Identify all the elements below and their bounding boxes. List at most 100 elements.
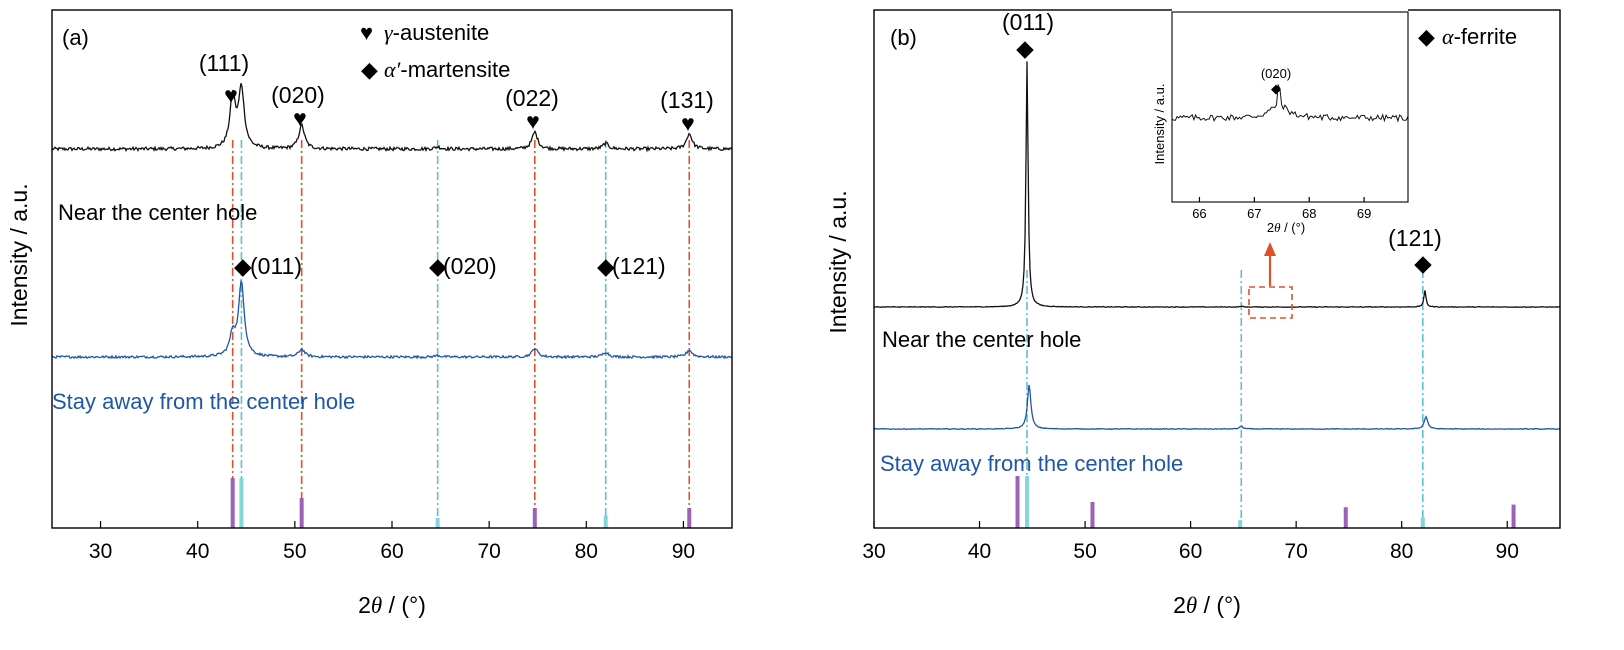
reference-stick-austenite — [299, 498, 304, 528]
legend-martensite-text: -martensite — [400, 57, 510, 82]
diamond-icon: ◆ — [1016, 35, 1034, 61]
diamond-icon: ◆ — [597, 253, 615, 279]
reference-stick-austenite — [1015, 476, 1020, 528]
panel-b-x-axis-label: 2θ / (°) — [1173, 592, 1241, 618]
panel-a-xlabel-theta: θ — [371, 593, 382, 618]
panel-b-ferrite-peak-labels: (011) ◆ (121) ◆ — [1002, 9, 1442, 276]
panel-b-y-axis-label: Intensity / a.u. — [825, 190, 851, 333]
legend-ferrite-text: -ferrite — [1454, 24, 1518, 49]
inset-tick-label-67: 67 — [1247, 206, 1261, 221]
diamond-icon: ◆ — [234, 253, 252, 279]
reference-stick-austenite — [230, 478, 235, 528]
reference-stick-martensite — [435, 518, 440, 528]
panel-b-zoom-indicator — [1248, 242, 1293, 319]
inset-x-ticks: 66 67 68 69 — [1192, 197, 1371, 221]
legend-martensite-entry: α′-martensite — [384, 57, 510, 82]
reference-stick-martensite — [1420, 517, 1425, 528]
peak-label-a-111: (111) — [199, 50, 249, 76]
inset-x-axis-label: 2θ / (°) — [1267, 220, 1305, 235]
peak-label-a-020m: (020) — [443, 253, 497, 279]
reference-stick-austenite — [1511, 504, 1516, 528]
panel-b-legend: ◆ α-ferrite — [1418, 24, 1517, 49]
panel-a-tick-label-80: 80 — [575, 540, 598, 563]
legend-austenite-text: -austenite — [393, 20, 490, 45]
reference-stick-austenite — [532, 508, 537, 528]
panel-b-inset: 66 67 68 69 (020) ◆ 2θ / (°) Intensity / a.… — [1152, 6, 1409, 235]
panel-b-tick-label-80: 80 — [1390, 540, 1413, 563]
peak-label-b-011: (011) — [1002, 9, 1054, 35]
panel-a-reference-sticks — [230, 478, 692, 528]
panel-a-austenite-peak-labels: (111) ♥ (020) ♥ (022) ♥ (131) ♥ — [199, 50, 714, 136]
legend-diamond-icon: ◆ — [361, 57, 378, 82]
legend-diamond-icon: ◆ — [1418, 24, 1435, 49]
reference-stick-martensite — [239, 478, 244, 528]
panel-b-xlabel-prefix: 2 — [1173, 592, 1186, 618]
peak-label-a-121: (121) — [612, 253, 666, 279]
panel-a-label: (a) — [62, 25, 89, 50]
inset-trace — [1171, 83, 1409, 123]
panel-a-tick-label-60: 60 — [380, 540, 403, 563]
panel-b-tick-label-30: 30 — [862, 540, 885, 563]
panel-a-tick-label-70: 70 — [477, 540, 500, 563]
zoom-region-box — [1248, 286, 1293, 319]
inset-tick-label-66: 66 — [1192, 206, 1206, 221]
heart-icon: ♥ — [681, 110, 695, 136]
inset-xlabel-prefix: 2 — [1267, 220, 1274, 235]
diamond-icon: ◆ — [429, 253, 447, 279]
legend-heart-icon: ♥ — [360, 20, 373, 45]
panel-a-y-axis-label: Intensity / a.u. — [6, 183, 32, 326]
inset-peak-label: (020) — [1261, 66, 1291, 81]
panel-a-legend: ♥ γ-austenite ◆ α′-martensite — [360, 20, 510, 82]
legend-martensite-symbol: α′ — [384, 57, 402, 82]
panel-a-x-axis-label: 2θ / (°) — [358, 592, 426, 618]
panel-b-label: (b) — [890, 25, 917, 50]
inset-plot-frame — [1171, 11, 1409, 203]
heart-icon: ♥ — [224, 82, 238, 108]
reference-stick-martensite — [1025, 476, 1030, 528]
peak-label-a-020: (020) — [271, 82, 325, 108]
inset-background — [1172, 6, 1408, 202]
heart-icon: ♥ — [526, 108, 540, 134]
legend-austenite-symbol: γ — [384, 20, 394, 45]
reference-stick-austenite — [687, 508, 692, 528]
panel-b-trace-near-hole — [873, 61, 1561, 309]
panel-a-x-ticks: 30 40 50 60 70 80 90 — [89, 521, 695, 563]
panel-b-guide-lines — [1026, 270, 1424, 524]
reference-stick-martensite — [1238, 520, 1243, 528]
panel-a-series-near-label: Near the center hole — [58, 200, 257, 225]
panel-a-tick-label-30: 30 — [89, 540, 112, 563]
inset-tick-label-68: 68 — [1302, 206, 1316, 221]
diamond-icon: ◆ — [1271, 81, 1281, 96]
legend-ferrite-entry: α-ferrite — [1442, 24, 1517, 49]
legend-ferrite-symbol: α — [1442, 24, 1454, 49]
panel-b-xlabel-theta: θ — [1186, 593, 1197, 618]
panel-a-guide-lines — [231, 140, 691, 524]
panel-b-tick-label-40: 40 — [968, 540, 991, 563]
legend-austenite-entry: γ-austenite — [384, 20, 489, 45]
inset-y-axis-label: Intensity / a.u. — [1152, 84, 1167, 165]
panel-a-xlabel-suffix: / (°) — [382, 592, 426, 618]
panel-a-series-away-label: Stay away from the center hole — [52, 389, 355, 414]
peak-label-a-131: (131) — [660, 87, 714, 113]
reference-stick-austenite — [1090, 502, 1095, 528]
panel-a-martensite-peak-labels: ◆ (011) ◆ (020) ◆ (121) — [234, 253, 666, 279]
peak-label-b-121: (121) — [1388, 225, 1442, 251]
panel-a-tick-label-50: 50 — [283, 540, 306, 563]
diamond-icon: ◆ — [1414, 250, 1432, 276]
panel-b-tick-label-70: 70 — [1284, 540, 1307, 563]
peak-label-a-011: (011) — [250, 253, 302, 279]
panel-a: 30 40 50 60 70 80 90 (a) ♥ γ-austenite ◆ α′-ma… — [6, 9, 733, 618]
peak-label-a-022: (022) — [505, 85, 559, 111]
arrow-up-icon — [1264, 242, 1276, 256]
panel-b-series-away-label: Stay away from the center hole — [880, 451, 1183, 476]
panel-b-xlabel-suffix: / (°) — [1197, 592, 1241, 618]
panel-b-x-ticks: 30 40 50 60 70 80 90 — [862, 521, 1519, 563]
panel-b-tick-label-50: 50 — [1073, 540, 1096, 563]
panel-b-tick-label-90: 90 — [1496, 540, 1519, 563]
panel-a-trace-near-hole — [51, 83, 733, 153]
panel-a-tick-label-90: 90 — [672, 540, 695, 563]
inset-tick-label-69: 69 — [1357, 206, 1371, 221]
panel-b: 30 40 50 60 70 80 90 (b) ◆ α-ferrite (011) ◆ (… — [825, 6, 1561, 618]
